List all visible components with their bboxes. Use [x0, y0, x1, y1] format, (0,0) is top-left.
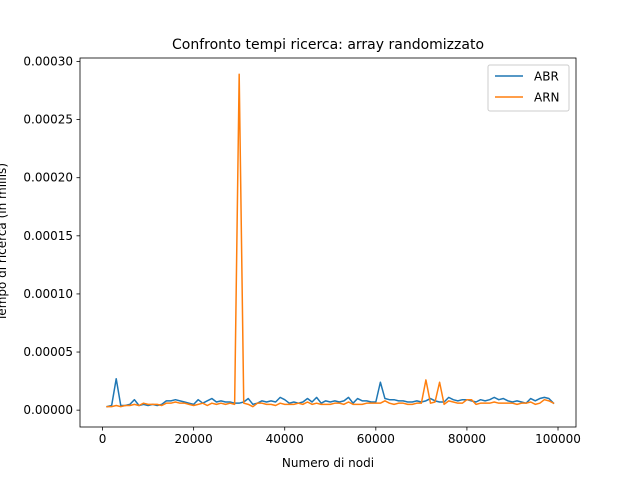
- legend-label-abr: ABR: [534, 70, 559, 84]
- x-tick-label: 0: [99, 432, 107, 446]
- y-tick-label: 0.00000: [23, 403, 73, 417]
- x-axis-label: Numero di nodi: [282, 456, 374, 470]
- y-axis-label: Tempo di ricerca (in millis): [0, 163, 9, 322]
- chart-title: Confronto tempi ricerca: array randomizz…: [172, 37, 484, 53]
- y-tick-label: 0.00015: [23, 229, 73, 243]
- y-tick-label: 0.00030: [23, 54, 73, 68]
- plot-area: 0 20000 40000 60000 80000 100000 0.00000 0.0000…: [23, 54, 581, 446]
- series-line-abr: [106, 378, 555, 408]
- x-tick-label: 60000: [357, 432, 395, 446]
- x-tick-label: 40000: [266, 432, 304, 446]
- y-tick-label: 0.00025: [23, 113, 73, 127]
- series-line-arn: [106, 73, 555, 408]
- legend: ABR ARN: [487, 64, 570, 112]
- x-tick-label: 20000: [175, 432, 213, 446]
- axes-frame: [79, 57, 577, 428]
- legend-label-arn: ARN: [534, 91, 560, 105]
- y-tick-label: 0.00005: [23, 345, 73, 359]
- x-tick-label: 80000: [448, 432, 486, 446]
- y-tick-label: 0.00020: [23, 171, 73, 185]
- y-tick-label: 0.00010: [23, 287, 73, 301]
- x-tick-label: 100000: [535, 432, 581, 446]
